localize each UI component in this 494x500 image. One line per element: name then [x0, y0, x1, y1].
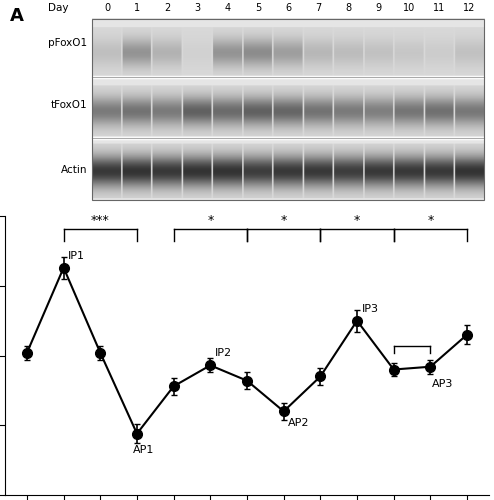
Text: 4: 4 — [225, 3, 231, 13]
Text: 6: 6 — [285, 3, 291, 13]
Text: 0: 0 — [104, 3, 110, 13]
Text: Day: Day — [48, 3, 69, 13]
Text: 9: 9 — [375, 3, 382, 13]
Text: IP3: IP3 — [362, 304, 378, 314]
Text: Actin: Actin — [61, 166, 87, 175]
Text: AP1: AP1 — [133, 444, 155, 454]
Text: 3: 3 — [195, 3, 201, 13]
Text: A: A — [10, 7, 24, 25]
Text: *: * — [281, 214, 287, 228]
Text: 7: 7 — [315, 3, 322, 13]
Text: IP1: IP1 — [68, 251, 85, 261]
Text: AP2: AP2 — [288, 418, 310, 428]
Text: *: * — [427, 214, 434, 228]
Text: 5: 5 — [255, 3, 261, 13]
Text: 1: 1 — [134, 3, 140, 13]
Text: tFoxO1: tFoxO1 — [50, 100, 87, 110]
Text: ***: *** — [91, 214, 110, 228]
Bar — [92, 19, 484, 200]
Text: 2: 2 — [165, 3, 170, 13]
Text: *: * — [354, 214, 360, 228]
Text: 8: 8 — [345, 3, 352, 13]
Text: 12: 12 — [463, 3, 475, 13]
Text: *: * — [207, 214, 213, 228]
Text: pFoxO1: pFoxO1 — [48, 38, 87, 48]
Text: 10: 10 — [403, 3, 415, 13]
Text: AP3: AP3 — [432, 379, 453, 389]
Text: IP2: IP2 — [215, 348, 232, 358]
Text: 11: 11 — [433, 3, 445, 13]
